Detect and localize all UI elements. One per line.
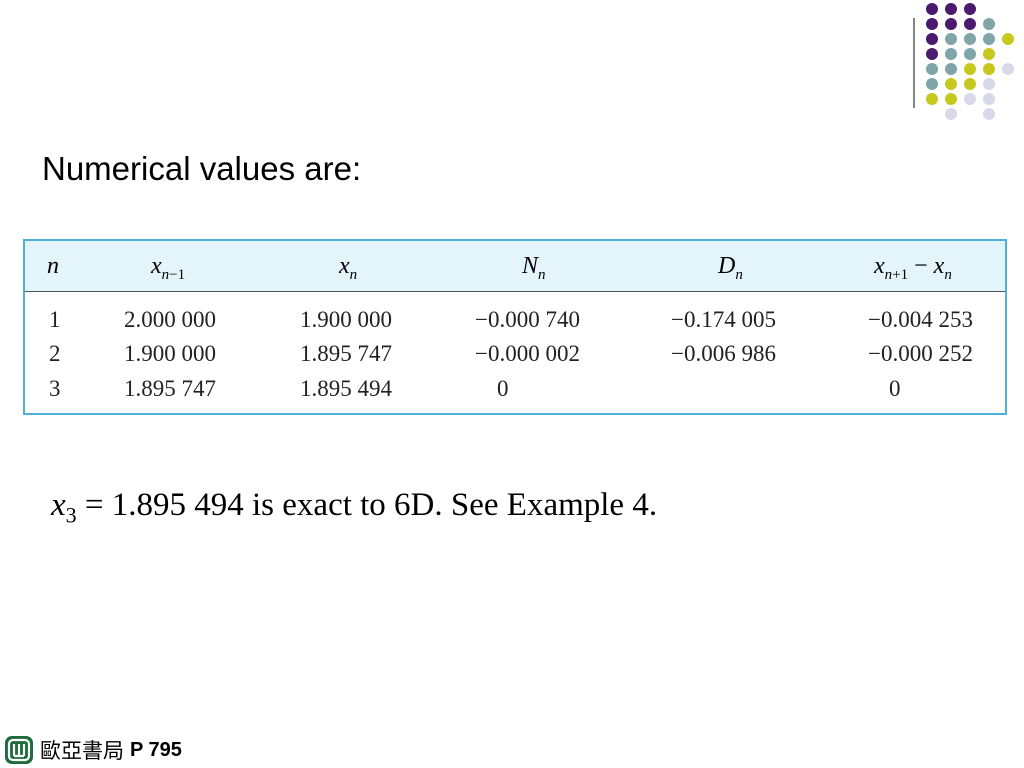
row1-n: 1: [49, 307, 61, 332]
table-header-row: n xn−1 xn Nn Dn xn+1 − xn: [25, 241, 1005, 292]
decorative-dot-grid: [913, 3, 1014, 120]
decorative-dot: [926, 18, 938, 30]
decorative-dot: [983, 93, 995, 105]
decorative-dot: [945, 3, 957, 15]
row3-x: 1.895 494: [300, 376, 392, 401]
header-x-prev: xn−1: [151, 253, 186, 283]
decorative-dot: [945, 48, 957, 60]
header-x: xn: [339, 253, 358, 283]
decorative-dot: [983, 48, 995, 60]
row2-difference: −0.000 252: [868, 341, 973, 366]
header-n: n: [47, 253, 59, 279]
page-number: P 795: [130, 738, 182, 761]
header-difference: xn+1 − xn: [874, 253, 952, 283]
decorative-dot: [945, 108, 957, 120]
decorative-dot: [945, 18, 957, 30]
decorative-dot: [964, 48, 976, 60]
row1-D: −0.174 005: [671, 307, 776, 332]
header-D: Dn: [718, 253, 743, 283]
decorative-dot: [983, 18, 995, 30]
decorative-dot: [964, 3, 976, 15]
decorative-dot: [964, 18, 976, 30]
decorative-dot: [945, 93, 957, 105]
decorative-dot: [926, 48, 938, 60]
decorative-dot: [945, 63, 957, 75]
row2-N: −0.000 002: [475, 341, 580, 366]
decorative-dot: [1002, 63, 1014, 75]
decorative-dot: [926, 78, 938, 90]
decorative-dot: [926, 63, 938, 75]
row2-n: 2: [49, 341, 61, 366]
row1-N: −0.000 740: [475, 307, 580, 332]
values-table: n xn−1 xn Nn Dn xn+1 − xn 1 2.000 000 1.…: [23, 239, 1007, 415]
publisher-name: 歐亞書局: [40, 739, 124, 763]
row3-difference: 0: [889, 376, 901, 401]
decorative-dot: [945, 33, 957, 45]
decorative-dot: [983, 63, 995, 75]
decorative-dot: [964, 78, 976, 90]
decorative-dot: [983, 78, 995, 90]
decorative-dot: [1002, 33, 1014, 45]
row1-difference: −0.004 253: [868, 307, 973, 332]
decorative-dot: [964, 63, 976, 75]
decorative-dot: [926, 3, 938, 15]
result-statement: x3 = 1.895 494 is exact to 6D. See Examp…: [51, 487, 658, 528]
page-heading: Numerical values are:: [42, 150, 362, 187]
decorative-dot: [964, 33, 976, 45]
decorative-dot: [945, 78, 957, 90]
row3-N: 0: [497, 376, 509, 401]
row3-n: 3: [49, 376, 61, 401]
row1-x: 1.900 000: [300, 307, 392, 332]
decorative-dot: [964, 93, 976, 105]
publisher-logo-icon: [5, 736, 33, 764]
header-N: Nn: [522, 253, 546, 283]
decorative-dot: [983, 33, 995, 45]
row2-D: −0.006 986: [671, 341, 776, 366]
row2-x: 1.895 747: [300, 341, 392, 366]
decorative-dot: [983, 108, 995, 120]
decorative-dot: [926, 93, 938, 105]
row1-x-prev: 2.000 000: [124, 307, 216, 332]
decorative-dot: [926, 33, 938, 45]
footer: 歐亞書局 P 795: [4, 734, 182, 766]
row2-x-prev: 1.900 000: [124, 341, 216, 366]
row3-x-prev: 1.895 747: [124, 376, 216, 401]
